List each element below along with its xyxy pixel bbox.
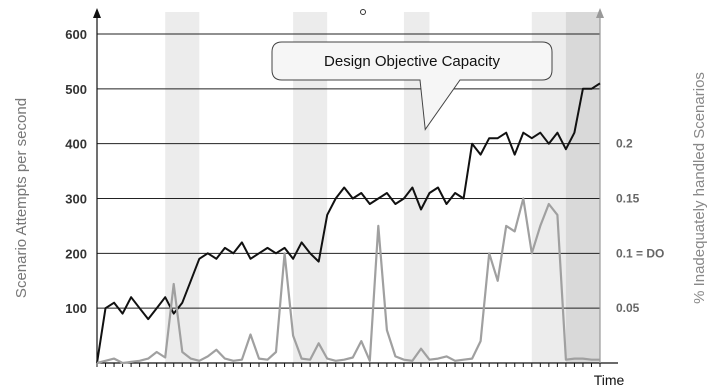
x-axis-ticks <box>96 363 601 367</box>
y-tick-right-1: 0.05 <box>616 301 640 315</box>
y-tick-left-400: 400 <box>65 137 87 152</box>
callout: Design Objective Capacity <box>271 41 553 131</box>
left-axis-ticks: 100 200 300 400 500 600 <box>65 27 87 316</box>
y-tick-left-500: 500 <box>65 82 87 97</box>
series-line-2 <box>96 197 600 365</box>
small-circle-marker <box>360 9 366 15</box>
y-axis-right-label: % Inadequately handled Scenarios <box>691 72 708 304</box>
y-tick-right-4: 0.2 <box>616 137 633 151</box>
y-axis-right-arrow <box>596 8 604 18</box>
axes <box>93 8 618 364</box>
shaded-band-dark <box>565 12 600 363</box>
x-axis-label: Time <box>594 372 625 388</box>
right-axis-ticks: 0.05 0.1 = DO 0.15 0.2 <box>616 137 664 315</box>
series-line-1 <box>96 82 601 364</box>
gridlines <box>97 33 600 309</box>
y-tick-left-100: 100 <box>65 301 87 316</box>
callout-bubble <box>271 41 553 131</box>
series-group <box>96 82 601 365</box>
y-tick-left-300: 300 <box>65 192 87 207</box>
y-axis-left-label: Scenario Attempts per second <box>13 98 30 298</box>
callout-label: Design Objective Capacity <box>324 53 500 70</box>
y-axis-left-arrow <box>93 8 101 18</box>
y-tick-right-2: 0.1 = DO <box>616 246 664 260</box>
y-tick-left-200: 200 <box>65 246 87 261</box>
y-tick-left-600: 600 <box>65 27 87 42</box>
y-tick-right-3: 0.15 <box>616 192 640 206</box>
